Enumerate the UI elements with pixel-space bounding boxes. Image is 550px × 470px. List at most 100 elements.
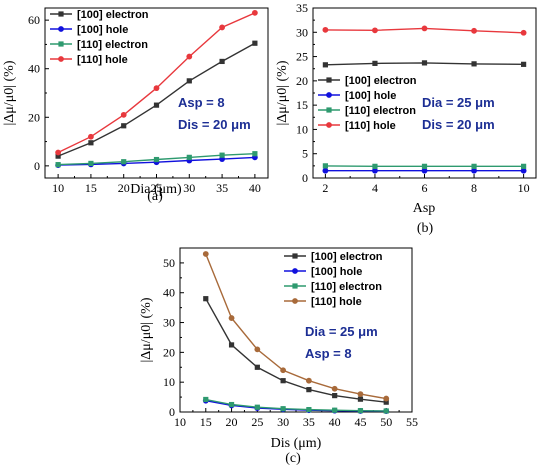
- y-axis-label: |Δμ/μ0| (%): [139, 297, 154, 362]
- data-point: [471, 167, 477, 174]
- data-point: [186, 78, 192, 84]
- y-tick-label: 20: [28, 110, 40, 124]
- legend-label: [100] hole: [77, 24, 128, 36]
- panel-caption: (b): [417, 221, 434, 236]
- y-tick-label: 40: [163, 286, 175, 300]
- data-point: [383, 408, 389, 414]
- x-tick-label: 10: [52, 181, 64, 195]
- data-point: [322, 167, 329, 174]
- data-point: [120, 111, 127, 118]
- annotation: Asp = 8: [178, 95, 225, 110]
- data-point: [280, 378, 286, 384]
- legend-marker: [58, 26, 64, 32]
- annotation: Asp = 8: [305, 346, 352, 361]
- data-point: [252, 40, 258, 46]
- data-point: [421, 163, 428, 169]
- data-point: [331, 385, 338, 392]
- legend-label: [110] hole: [311, 296, 362, 308]
- data-point: [471, 163, 477, 169]
- data-point: [55, 153, 61, 159]
- data-point: [520, 167, 527, 174]
- x-tick-label: 25: [151, 181, 163, 195]
- legend-label: [110] hole: [345, 120, 396, 132]
- legend-marker: [58, 41, 64, 47]
- annotation: Dis = 20 μm: [422, 117, 495, 132]
- y-tick-label: 40: [28, 62, 40, 76]
- legend-marker: [326, 122, 332, 128]
- data-point: [219, 24, 225, 31]
- y-tick-label: 5: [302, 147, 308, 161]
- x-tick-label: 8: [471, 181, 477, 195]
- y-tick-label: 20: [296, 74, 308, 88]
- x-tick-label: 40: [329, 415, 341, 429]
- y-tick-label: 0: [169, 405, 175, 419]
- legend-marker: [292, 298, 298, 304]
- y-tick-label: 10: [296, 122, 308, 136]
- y-tick-label: 60: [28, 13, 40, 27]
- x-axis-label: Dis (μm): [271, 436, 322, 451]
- x-tick-label: 30: [277, 415, 289, 429]
- x-tick-label: 15: [85, 181, 97, 195]
- data-point: [254, 404, 260, 410]
- annotation: Dia = 25 μm: [422, 95, 495, 110]
- data-point: [471, 27, 477, 34]
- panel-caption: (c): [285, 451, 301, 466]
- series-2: [203, 396, 389, 414]
- data-point: [372, 163, 378, 169]
- data-point: [186, 154, 192, 160]
- y-tick-label: 30: [163, 316, 175, 330]
- y-tick-label: 0: [302, 171, 308, 185]
- x-axis-label: Asp: [413, 201, 436, 216]
- legend-label: [100] electron: [311, 251, 383, 263]
- data-point: [280, 367, 287, 374]
- y-tick-label: 10: [163, 375, 175, 389]
- data-point: [88, 133, 94, 140]
- data-point: [421, 167, 428, 174]
- x-tick-label: 30: [183, 181, 195, 195]
- data-point: [322, 26, 329, 33]
- x-tick-label: 35: [216, 181, 228, 195]
- data-point: [55, 162, 61, 168]
- data-point: [520, 29, 527, 36]
- chart-b: 2 4 6 8 10 0 5 10 15 20 25 30 35 Asp |Δμ/μ0| (%) (b) [10…: [275, 1, 537, 236]
- data-point: [322, 163, 328, 169]
- y-tick-label: 50: [163, 256, 175, 270]
- data-point: [357, 391, 364, 398]
- data-point: [251, 9, 258, 16]
- data-point: [153, 156, 160, 163]
- data-point: [88, 140, 94, 146]
- data-point: [228, 401, 235, 408]
- data-point: [357, 408, 364, 414]
- series-0: [203, 296, 389, 405]
- x-tick-label: 2: [322, 181, 328, 195]
- legend-marker: [292, 268, 298, 274]
- data-point: [357, 396, 364, 402]
- legend-marker: [326, 77, 332, 83]
- data-point: [280, 406, 286, 412]
- annotation: Dia = 25 μm: [305, 324, 378, 339]
- series-3: [322, 25, 527, 36]
- data-point: [372, 60, 378, 66]
- data-point: [521, 163, 527, 169]
- legend: [100] electron [100] hole [110] electron [1…: [50, 9, 149, 66]
- x-tick-label: 10: [518, 181, 530, 195]
- data-point: [332, 407, 338, 413]
- data-point: [219, 152, 225, 158]
- data-point: [421, 60, 428, 66]
- x-tick-label: 35: [303, 415, 315, 429]
- data-point: [252, 151, 258, 157]
- series-line: [205, 398, 387, 412]
- series-0: [322, 60, 527, 68]
- x-tick-label: 10: [174, 415, 186, 429]
- y-tick-label: 15: [296, 98, 308, 112]
- data-point: [372, 27, 378, 34]
- legend-label: [100] electron: [345, 75, 417, 87]
- data-point: [306, 407, 312, 413]
- y-tick-label: 25: [296, 50, 308, 64]
- y-axis-label: |Δμ/μ0| (%): [2, 60, 17, 125]
- data-point: [219, 58, 225, 65]
- legend-label: [100] hole: [345, 90, 396, 102]
- y-tick-label: 0: [34, 159, 40, 173]
- x-tick-label: 50: [380, 415, 392, 429]
